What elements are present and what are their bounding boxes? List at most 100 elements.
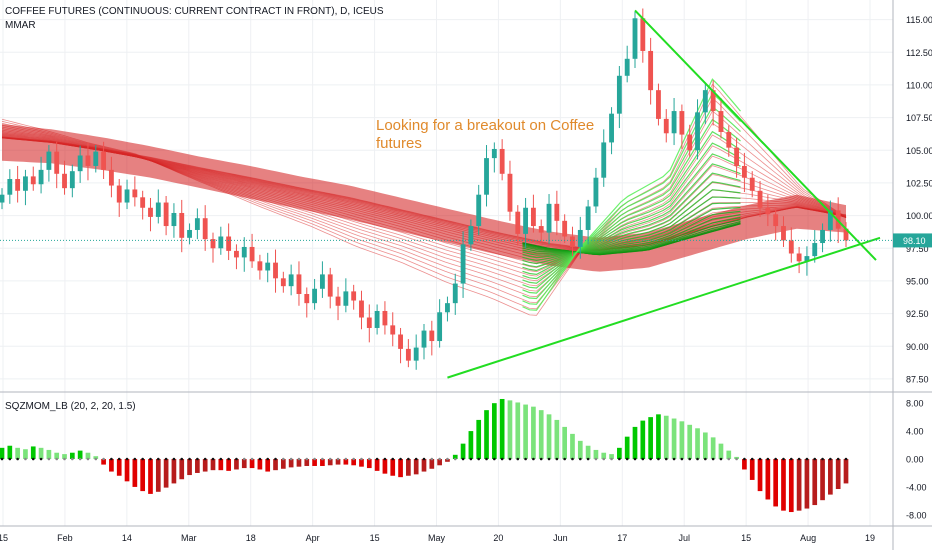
squeeze-dot [173,458,176,461]
candle-body [54,152,59,174]
candle-body [734,148,739,166]
squeeze-dot [501,458,504,461]
candle-body [687,135,692,151]
momentum-bar [500,399,505,459]
squeeze-dot [610,458,613,461]
momentum-bar [390,459,395,476]
squeeze-dot [837,458,840,461]
squeeze-dot [290,458,293,461]
momentum-bar [140,459,145,491]
momentum-bar [523,405,528,459]
squeeze-dot [399,458,402,461]
momentum-bar [812,459,817,505]
candle-body [70,171,75,188]
candle-body [594,178,599,207]
candle-body [679,111,684,135]
squeeze-dot [165,458,168,461]
squeeze-dot [657,458,660,461]
momentum-bar [805,459,810,509]
candle-body [695,112,700,150]
squeeze-dot [556,458,559,461]
squeeze-dot [212,458,215,461]
squeeze-dot [352,458,355,461]
momentum-bar [570,434,575,459]
candle-body [320,274,325,288]
candle-body [375,311,380,328]
squeeze-dot [243,458,246,461]
momentum-bar [531,407,536,459]
squeeze-dot [470,458,473,461]
oscillator-label[interactable]: SQZMOM_LB (20, 2, 20, 1.5) [5,401,136,412]
momentum-bar [226,459,231,471]
candle-body [367,318,372,328]
squeeze-dot [274,458,277,461]
candle-body [273,263,278,279]
candle-body [265,263,270,271]
candle-body [164,203,169,227]
squeeze-dot [126,458,129,461]
candle-body [461,244,466,283]
indicator-label[interactable]: MMAR [5,20,36,31]
squeeze-dot [649,458,652,461]
candle-body [23,176,28,190]
candle-body [195,218,200,230]
squeeze-dot [227,458,230,461]
momentum-bar [39,448,44,459]
momentum-bar [703,432,708,459]
squeeze-dot [188,458,191,461]
candle-body [422,331,427,348]
time-tick-label: 20 [493,533,503,543]
momentum-bar [148,459,153,494]
candle-body [343,291,348,305]
candle-body [750,178,755,191]
time-tick-label: 14 [122,533,132,543]
symbol-title[interactable]: COFFEE FUTURES (CONTINUOUS: CURRENT CONT… [5,6,384,17]
time-tick-label: Jun [553,533,568,543]
annotation-text: Looking for a breakout on Coffee futures [376,117,606,153]
squeeze-dot [40,458,43,461]
price-tick-label: 115.00 [906,15,932,25]
squeeze-dot [642,458,645,461]
candle-body [453,284,458,304]
squeeze-dot [157,458,160,461]
price-tick-label: 112.50 [906,48,932,58]
squeeze-dot [587,458,590,461]
momentum-bar [844,459,849,483]
momentum-bar [414,459,419,474]
squeeze-dot [415,458,418,461]
candle-body [633,18,638,59]
candle-body [218,237,223,249]
time-tick-label: Mar [181,533,197,543]
candle-body [390,325,395,334]
momentum-bar [265,459,270,472]
momentum-bar [648,417,653,459]
squeeze-dot [438,458,441,461]
squeeze-dot [688,458,691,461]
candle-body [312,289,317,303]
squeeze-dot [368,458,371,461]
momentum-bar [195,459,200,473]
momentum-bar [664,416,669,459]
candle-body [336,297,341,306]
momentum-bar [515,402,520,459]
candle-body [812,243,817,256]
candle-body [562,221,567,237]
candle-body [797,253,802,261]
time-tick-label: 19 [865,533,875,543]
momentum-bar [742,459,747,469]
price-tick-label: 100.00 [906,211,932,221]
candle-body [297,274,302,294]
momentum-bar [586,446,591,459]
squeeze-dot [16,458,19,461]
squeeze-dot [337,458,340,461]
candle-body [476,195,481,226]
squeeze-dot [454,458,457,461]
momentum-bar [109,459,114,472]
candle-body [617,76,622,114]
time-tick-label: Jul [678,533,690,543]
squeeze-dot [321,458,324,461]
squeeze-dot [79,458,82,461]
squeeze-dot [845,458,848,461]
momentum-bar [836,459,841,489]
